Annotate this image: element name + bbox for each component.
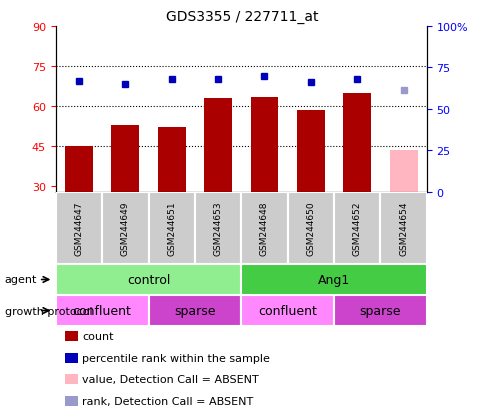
Text: rank, Detection Call = ABSENT: rank, Detection Call = ABSENT — [82, 396, 253, 406]
Text: GSM244649: GSM244649 — [121, 201, 130, 255]
Bar — [250, 97, 278, 192]
Text: sparse: sparse — [359, 304, 400, 317]
Text: GSM244653: GSM244653 — [213, 201, 222, 255]
Bar — [65, 147, 93, 192]
Text: Ang1: Ang1 — [318, 273, 349, 286]
Bar — [56, 192, 102, 264]
Bar — [287, 192, 333, 264]
Text: GSM244652: GSM244652 — [352, 201, 361, 255]
Bar — [204, 99, 231, 192]
Text: confluent: confluent — [257, 304, 317, 317]
Text: sparse: sparse — [174, 304, 215, 317]
Text: count: count — [82, 332, 114, 342]
Text: growth protocol: growth protocol — [5, 306, 92, 316]
Bar — [241, 264, 426, 295]
Text: GSM244650: GSM244650 — [306, 201, 315, 255]
Text: value, Detection Call = ABSENT: value, Detection Call = ABSENT — [82, 375, 258, 385]
Bar — [56, 295, 148, 326]
Bar — [296, 111, 324, 192]
Bar — [157, 128, 185, 192]
Text: percentile rank within the sample: percentile rank within the sample — [82, 353, 270, 363]
Text: GSM244654: GSM244654 — [398, 201, 407, 255]
Text: confluent: confluent — [73, 304, 131, 317]
Bar — [195, 192, 241, 264]
Bar — [56, 264, 241, 295]
Bar — [111, 126, 139, 192]
Bar — [148, 192, 195, 264]
Bar — [333, 192, 379, 264]
Text: GSM244651: GSM244651 — [167, 201, 176, 255]
Bar — [241, 192, 287, 264]
Text: control: control — [127, 273, 170, 286]
Bar — [379, 192, 426, 264]
Bar — [102, 192, 148, 264]
Bar — [343, 93, 370, 192]
Bar — [241, 295, 333, 326]
Text: GSM244647: GSM244647 — [75, 201, 83, 255]
Bar — [333, 295, 426, 326]
Bar — [389, 151, 417, 192]
Text: GDS3355 / 227711_at: GDS3355 / 227711_at — [166, 10, 318, 24]
Bar — [148, 295, 241, 326]
Text: GSM244648: GSM244648 — [259, 201, 269, 255]
Text: agent: agent — [5, 275, 37, 285]
